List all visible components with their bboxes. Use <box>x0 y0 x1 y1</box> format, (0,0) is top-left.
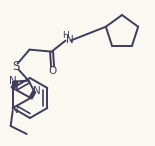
Text: N: N <box>11 81 19 91</box>
Text: N: N <box>33 86 41 97</box>
Text: S: S <box>12 60 19 73</box>
Text: N: N <box>9 77 17 86</box>
Text: H: H <box>62 31 69 40</box>
Text: N: N <box>66 35 73 45</box>
Text: O: O <box>48 66 57 76</box>
Text: N: N <box>11 105 19 115</box>
